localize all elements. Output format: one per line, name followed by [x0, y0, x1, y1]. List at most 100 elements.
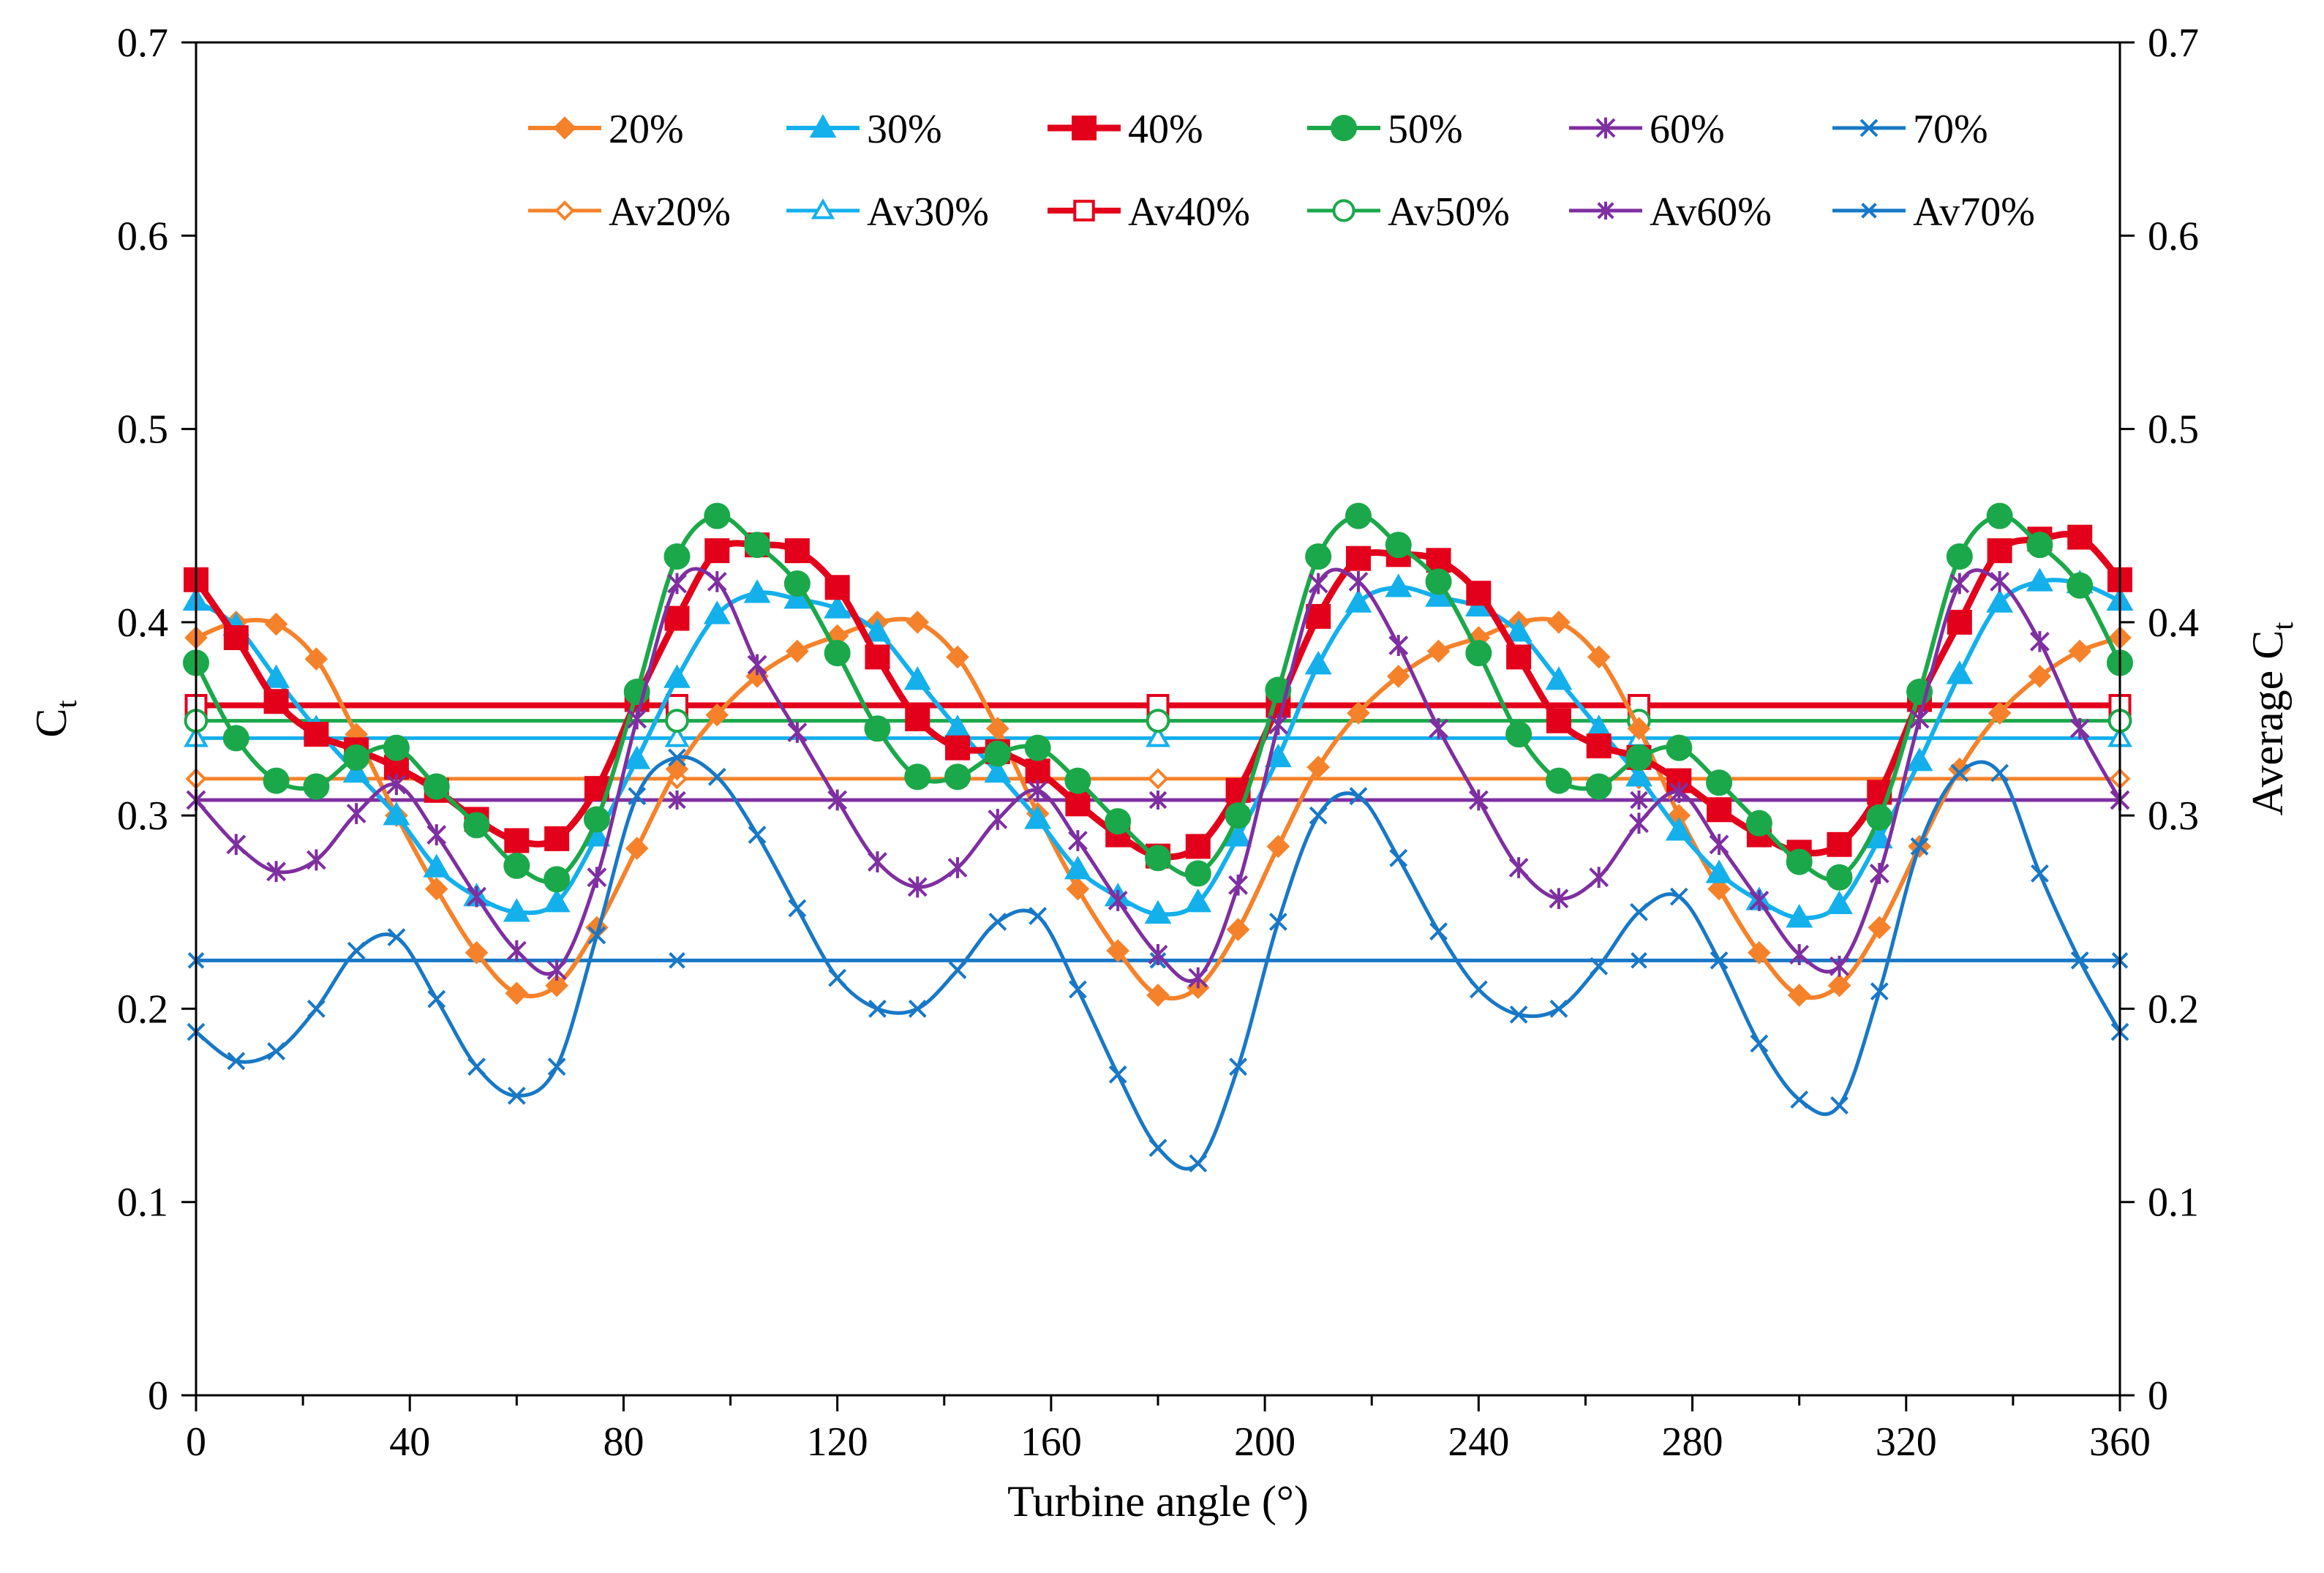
point-p20-19	[946, 645, 969, 669]
point-p70-11	[628, 787, 647, 806]
point-p60-13	[707, 570, 727, 592]
point-p60-32	[1468, 789, 1489, 811]
point-p40-12	[664, 606, 690, 631]
point-p20-20	[986, 717, 1009, 741]
point-p70-21	[1028, 907, 1048, 925]
point-p30-28	[1304, 650, 1332, 675]
y-tick-label: 0.4	[117, 600, 168, 646]
point-av60-1	[668, 791, 686, 810]
point-p40-13	[704, 538, 730, 564]
point-p20-12	[665, 757, 689, 781]
y2-tick-label: 0.7	[2148, 20, 2199, 66]
point-p50-47	[2067, 572, 2094, 599]
point-p70-41	[1830, 1096, 1849, 1114]
legend-marker	[1597, 201, 1614, 220]
point-av50-2	[1146, 709, 1170, 733]
legend-label: Av50%	[1388, 189, 1510, 235]
point-p50-18	[904, 763, 931, 791]
point-av60-3	[1630, 791, 1648, 810]
point-p30-38	[1705, 859, 1733, 883]
point-p30-9	[543, 889, 571, 913]
point-p50-9	[544, 866, 571, 893]
y-tick-label: 0.6	[117, 214, 168, 259]
point-p70-27	[1268, 913, 1287, 931]
point-p40-28	[1306, 603, 1331, 629]
point-p50-44	[1946, 543, 1973, 570]
point-p60-39	[1749, 890, 1770, 911]
x-tick-label: 240	[1448, 1419, 1509, 1465]
point-p70-13	[707, 767, 726, 786]
point-p60-42	[1869, 863, 1889, 884]
point-p70-22	[1069, 980, 1087, 999]
point-p50-38	[1706, 769, 1733, 796]
point-p40-15	[784, 538, 810, 564]
point-p20-27	[1266, 834, 1290, 859]
point-p60-5	[386, 774, 407, 796]
point-p60-11	[627, 708, 647, 730]
legend-item-40: 40%	[1048, 107, 1203, 152]
point-p70-26	[1229, 1057, 1247, 1076]
point-p60-17	[868, 851, 887, 872]
point-p40-2	[263, 689, 289, 714]
y-tick-label: 0	[148, 1373, 168, 1419]
point-p70-46	[2031, 864, 2049, 883]
point-p30-25	[1184, 889, 1212, 913]
point-p50-30	[1385, 532, 1412, 559]
legend-label: Av70%	[1913, 189, 2035, 235]
point-p30-15	[783, 585, 811, 609]
point-p30-8	[503, 898, 530, 922]
legend-marker	[1331, 115, 1357, 141]
point-p70-5	[387, 928, 406, 947]
point-p50-36	[1625, 744, 1652, 771]
point-p20-29	[1347, 701, 1370, 725]
point-p70-43	[1910, 837, 1929, 856]
point-p60-21	[1028, 780, 1048, 801]
point-p30-16	[824, 595, 851, 619]
point-p30-42	[1865, 824, 1893, 849]
point-p50-16	[824, 640, 851, 667]
point-av70-3	[1631, 952, 1647, 969]
point-p60-29	[1348, 570, 1369, 592]
x-tick-label: 40	[389, 1419, 430, 1465]
legend-label: Av40%	[1128, 189, 1250, 235]
point-p70-6	[427, 989, 446, 1008]
point-p70-32	[1469, 980, 1488, 999]
point-p30-2	[263, 664, 290, 688]
point-p50-5	[383, 734, 410, 761]
point-p70-4	[347, 941, 366, 960]
point-p20-26	[1226, 918, 1250, 941]
x-tick-label: 360	[2089, 1419, 2151, 1465]
point-p30-40	[1786, 904, 1813, 928]
point-p60-43	[1909, 708, 1930, 730]
point-p40-35	[1586, 733, 1612, 758]
point-p30-13	[703, 600, 731, 625]
legend-item-av30: Av30%	[786, 189, 989, 235]
point-p60-45	[1990, 570, 2010, 592]
point-p40-31	[1426, 548, 1451, 573]
point-p40-1	[223, 625, 249, 650]
point-p20-8	[505, 981, 529, 1006]
point-p50-26	[1225, 802, 1252, 829]
point-p50-46	[2026, 532, 2053, 559]
point-p60-12	[667, 573, 687, 595]
point-p50-10	[583, 806, 610, 833]
point-p40-16	[824, 575, 850, 600]
x-axis-title: Turbine angle (°)	[1007, 1477, 1309, 1525]
point-p70-14	[748, 826, 767, 844]
legend-marker	[811, 198, 835, 219]
legend-label: Av60%	[1650, 189, 1772, 235]
point-p50-4	[343, 744, 370, 771]
point-p50-13	[704, 502, 731, 529]
point-p70-33	[1509, 1005, 1528, 1024]
x-tick-label: 320	[1876, 1419, 1937, 1465]
point-p50-23	[1105, 808, 1132, 835]
point-p60-8	[506, 940, 527, 962]
point-p60-46	[2030, 630, 2050, 652]
point-p60-20	[988, 809, 1008, 830]
point-p70-2	[267, 1042, 285, 1060]
point-p70-37	[1669, 887, 1688, 906]
point-p60-35	[1589, 867, 1609, 889]
point-p60-40	[1789, 944, 1810, 965]
